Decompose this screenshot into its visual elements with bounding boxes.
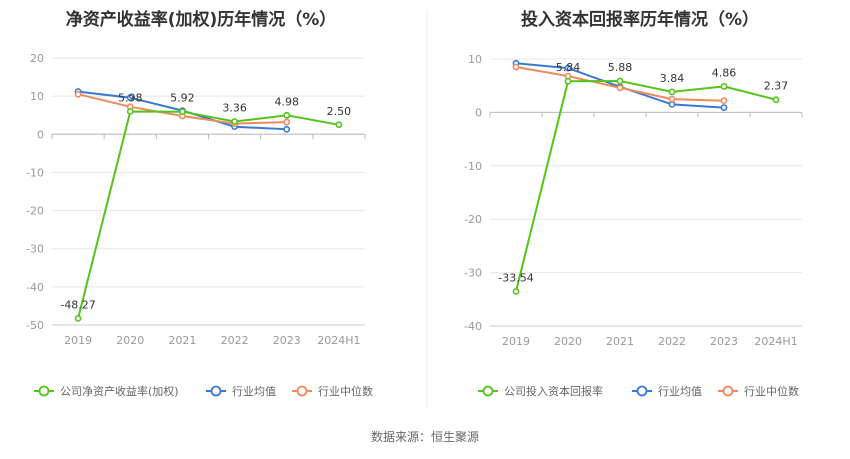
data-label: 3.84 [660,72,685,85]
legend-label: 行业均值 [232,385,276,398]
x-tick-label: 2021 [168,334,196,347]
data-label: 2.50 [327,105,352,118]
legend-label: 公司投入资本回报率 [504,384,603,398]
roe-chart: 净资产收益率(加权)历年情况（%） 20 10 0 -10 -20 -30 -40 -50 201… [26,9,373,398]
data-point [283,118,291,126]
data-point [179,108,186,116]
legend-label: 行业中位数 [318,384,373,398]
data-point [720,97,728,105]
x-tick-label: 2024H1 [317,334,360,347]
x-tick-label: 2023 [273,334,301,347]
y-tick-label: -10 [26,166,44,179]
y-tick-label: -30 [464,267,482,280]
data-label: 4.86 [712,66,737,79]
legend-label: 行业均值 [658,385,702,398]
data-point [512,288,520,295]
y-tick-label: 10 [30,90,44,103]
data-point [283,125,291,133]
data-point [283,111,291,119]
x-tick-label: 2019 [64,334,92,347]
data-point [720,104,728,111]
data-point [335,121,343,129]
x-tick-label: 2022 [221,334,249,347]
series-line-0 [77,110,340,319]
legend-swatch-marker [296,385,308,397]
y-tick-label: 0 [475,106,482,119]
x-tick-label: 2021 [606,335,634,348]
data-label: 3.36 [222,101,247,114]
y-tick-label: 10 [468,53,482,66]
chart-title: 投入资本回报率历年情况（%） [521,9,759,30]
y-tick-label: -20 [26,205,44,218]
legend-swatch-marker [722,385,734,397]
data-point [564,64,572,72]
data-point [564,77,572,85]
series-line-0 [515,79,777,292]
data-point [720,83,728,90]
data-label: 2.37 [764,80,789,93]
data-point [74,90,82,98]
data-point [668,88,676,96]
y-tick-label: -50 [26,319,44,332]
x-tick-label: 2022 [658,335,686,348]
data-point [512,63,520,71]
y-tick-label: -40 [26,281,44,294]
y-tick-label: -10 [464,160,482,173]
x-tick-label: 2024H1 [754,335,797,348]
chart-title: 净资产收益率(加权)历年情况（%） [66,9,337,30]
y-tick-label: 0 [37,128,44,141]
y-tick-label: -20 [464,213,482,226]
data-label: -33.54 [498,272,533,285]
y-tick-label: -30 [26,243,44,256]
y-tick-label: 20 [30,52,44,65]
data-label: -48.27 [60,298,95,311]
x-tick-label: 2020 [554,335,582,348]
legend-swatch-marker [482,385,494,397]
legend-label: 行业中位数 [744,384,799,398]
x-tick-label: 2020 [116,334,144,347]
legend-swatch-marker [636,385,648,397]
roic-chart: 投入资本回报率历年情况（%） 10 0 -10 -20 -30 -40 2019 2020 202… [464,9,803,398]
data-point [231,118,238,125]
data-label: 5.84 [556,61,581,74]
data-label: 5.98 [118,91,143,104]
data-label: 5.92 [170,92,195,105]
x-tick-label: 2019 [502,335,530,348]
data-point [126,94,134,102]
x-tick-label: 2023 [710,335,738,348]
data-label: 5.88 [608,61,633,74]
data-point [668,100,676,108]
legend-label: 公司净资产收益率(加权) [60,384,179,398]
data-point [74,315,82,322]
data-source: 数据来源：恒生聚源 [371,429,479,444]
data-point [126,108,134,115]
legend-swatch-marker [38,385,50,397]
data-point [616,77,624,85]
data-point [616,84,624,92]
y-tick-label: -40 [464,320,482,333]
data-point [772,96,780,104]
legend-swatch-marker [210,385,222,397]
data-label: 4.98 [275,95,300,108]
data-point [668,95,676,103]
